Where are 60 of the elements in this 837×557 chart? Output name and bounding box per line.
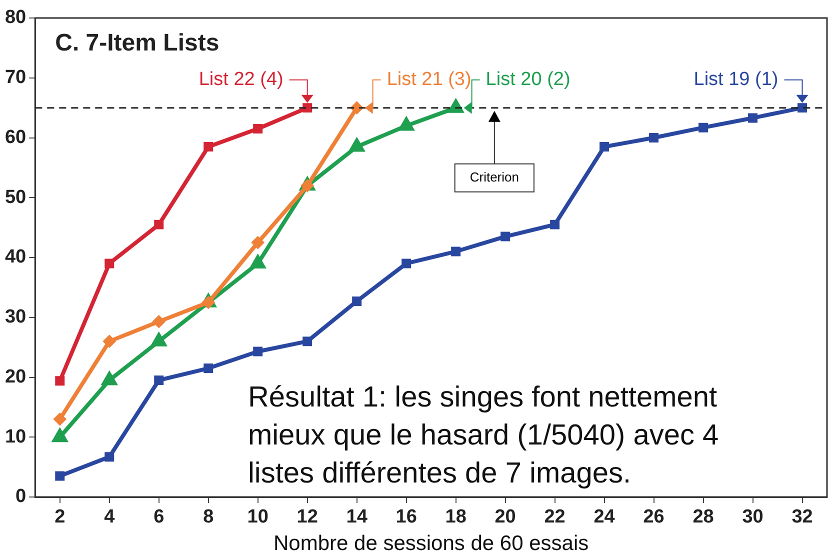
x-tick-label: 22 (544, 506, 566, 528)
x-tick-label: 28 (692, 506, 714, 528)
x-tick-label: 10 (247, 506, 268, 528)
y-tick-label: 10 (4, 426, 26, 448)
point (102, 334, 116, 348)
x-axis-title: Nombre de sessions de 60 essais (273, 532, 589, 556)
y-tick-label: 40 (4, 246, 26, 268)
point (451, 246, 461, 256)
point (204, 364, 214, 374)
x-tick-label: 14 (346, 506, 368, 528)
point (104, 258, 114, 268)
point (202, 296, 215, 309)
x-tick-label: 8 (203, 506, 214, 528)
point (402, 258, 412, 268)
annotation: List 21 (3) (386, 69, 472, 90)
point (251, 236, 264, 250)
point (649, 133, 659, 142)
point (500, 232, 510, 242)
point (154, 220, 164, 230)
point (798, 103, 807, 113)
point (154, 376, 164, 385)
point (600, 142, 610, 152)
point (55, 376, 65, 386)
y-tick-label: 60 (4, 126, 26, 148)
x-tick-label: 12 (296, 506, 318, 528)
y-tick-label: 70 (4, 67, 26, 88)
point (152, 315, 166, 328)
point (302, 103, 312, 113)
x-tick-label: 16 (396, 506, 417, 528)
text: C. 7-Item Lists (55, 30, 220, 57)
point (698, 122, 708, 132)
annotation: List 19 (1) (694, 69, 778, 90)
x-tick-label: 4 (104, 506, 116, 528)
y-tick-label: 50 (4, 186, 26, 208)
point (53, 412, 66, 426)
x-tick-label: 30 (742, 506, 764, 528)
point (748, 113, 758, 123)
y-tick-label: 30 (4, 306, 26, 328)
x-tick-label: 24 (594, 506, 616, 528)
x-tick-label: 26 (643, 506, 664, 528)
point (550, 220, 560, 230)
annotation: List 22 (4) (198, 69, 284, 90)
y-tick-label: 0 (16, 486, 26, 508)
ref-line-label: Criterion (470, 169, 519, 184)
point (253, 124, 263, 134)
x-tick-label: 6 (154, 506, 164, 528)
point (352, 296, 362, 306)
y-tick-label: 20 (4, 366, 26, 388)
annotation: List 20 (2) (486, 69, 570, 90)
annotation: Résultat 1: les singes font nettement mieux que le hasard (1/5040) avec 4 listes différentes de 7 images. (248, 382, 719, 490)
point (104, 452, 114, 462)
point (55, 471, 65, 481)
point (302, 336, 312, 346)
point (204, 142, 214, 152)
x-tick-label: 18 (445, 506, 466, 528)
x-tick-label: 20 (494, 506, 516, 528)
y-tick-label: 80 (4, 7, 26, 28)
point (253, 346, 263, 356)
x-tick-label: 2 (54, 506, 66, 528)
x-tick-label: 32 (792, 506, 813, 528)
